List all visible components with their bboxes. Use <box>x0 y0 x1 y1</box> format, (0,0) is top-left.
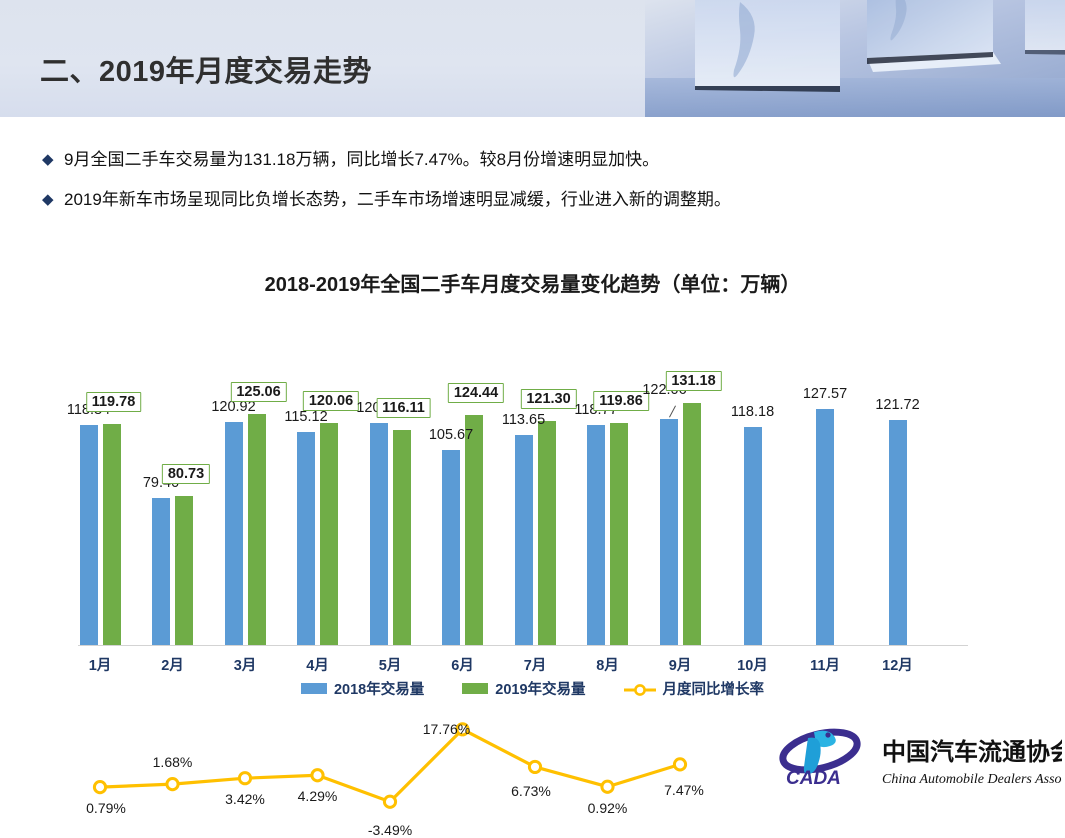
bar-label-2018-10月: 118.18 <box>730 403 775 420</box>
svg-text:CADA: CADA <box>786 768 841 789</box>
growth-point-6月 <box>455 722 470 737</box>
x-tick-5月: 5月 <box>378 658 402 674</box>
x-tick-2月: 2月 <box>161 658 184 674</box>
bar-label-2019-6月: 124.44 <box>447 383 505 403</box>
x-tick-7月: 7月 <box>523 658 547 674</box>
bar-label-2018-7月: 113.65 <box>501 411 546 428</box>
x-tick-6月: 6月 <box>451 658 474 674</box>
bar-label-2019-8月: 119.86 <box>593 391 649 412</box>
x-tick-8月: 8月 <box>596 658 619 674</box>
chart-legend: 2018年交易量 2019年交易量 月度同比增长率 <box>0 678 1065 699</box>
bar-2019-5月 <box>392 430 411 645</box>
growth-label-4月: 4.29% <box>297 788 338 805</box>
bar-label-2018-4月: 115.12 <box>284 409 328 426</box>
x-tick-1月: 1月 <box>88 658 112 674</box>
legend-label: 2019年交易量 <box>495 682 586 698</box>
bar-2018-9月 <box>659 419 678 645</box>
growth-point-8月 <box>600 779 615 794</box>
bar-2018-10月 <box>743 426 762 645</box>
growth-point-7月 <box>527 759 543 775</box>
growth-label-7月: 6.73% <box>511 782 551 799</box>
chart-title: 2018-2019年全国二手车月度交易量变化趋势（单位：万辆） <box>264 274 801 296</box>
bar-label-2019-5月: 116.11 <box>376 398 431 419</box>
x-axis-labels: 1月 2月 3月 4月 5月 6月 7月 8月 9月 10月 11月 12月 <box>0 650 1065 676</box>
growth-label-8月: 0.92% <box>587 799 628 816</box>
bar-2018-5月 <box>369 422 388 645</box>
x-tick-12月: 12月 <box>882 658 913 674</box>
bar-2018-7月 <box>514 434 533 645</box>
bar-label-2019-4月: 120.06 <box>302 391 360 412</box>
x-tick-10月: 10月 <box>737 658 768 674</box>
legend-item-2[interactable]: 月度同比增长率 <box>623 678 765 699</box>
bar-2018-3月 <box>224 421 243 645</box>
legend-item-0[interactable]: 2018年交易量 <box>300 678 425 699</box>
bar-swatch-blue-icon <box>300 683 327 694</box>
legend-item-1[interactable]: 2019年交易量 <box>462 678 586 699</box>
svg-text:China Automobile Dealers Assoc: China Automobile Dealers Association <box>882 772 1062 787</box>
bar-2019-3月 <box>247 413 266 645</box>
bar-label-2019-3月: 125.06 <box>230 381 287 402</box>
bullet-list: ◆ 9月全国二手车交易量为131.18万辆，同比增长7.47%。较8月份增速明显… <box>42 148 942 228</box>
cada-logo: CADA 中国汽车流通协会 China Automobile Dealers A… <box>778 726 1065 792</box>
growth-label-1月: 0.79% <box>86 800 126 817</box>
bar-2018-8月 <box>587 425 605 645</box>
bar-2019-6月 <box>465 415 483 645</box>
growth-point-9月 <box>672 757 688 772</box>
growth-line-series <box>92 722 688 809</box>
bar-2019-4月 <box>320 423 338 645</box>
growth-label-9月: 7.47% <box>664 782 704 799</box>
bar-label-2018-6月: 105.67 <box>428 426 474 443</box>
plot-area: 118.84119.7879.4080.73120.92125.06115.12… <box>0 300 1065 838</box>
bar-2019-1月 <box>102 423 121 645</box>
x-axis-line <box>78 645 968 646</box>
x-tick-4月: 4月 <box>306 658 329 674</box>
bullet-text: 9月全国二手车交易量为131.18万辆，同比增长7.47%。较8月份增速明显加快… <box>64 150 660 169</box>
chart: 118.84119.7879.4080.73120.92125.06115.12… <box>0 300 1065 838</box>
list-item: ◆ 2019年新车市场呈现同比负增长态势，二手车市场增速明显减缓，行业进入新的调… <box>42 188 942 212</box>
bar-2018-6月 <box>442 449 460 645</box>
growth-point-1月 <box>92 780 108 795</box>
diamond-bullet-icon: ◆ <box>42 191 54 208</box>
bar-2018-4月 <box>297 432 315 645</box>
diamond-bullet-icon: ◆ <box>42 151 54 168</box>
bar-2019-7月 <box>537 420 556 645</box>
growth-point-2月 <box>165 777 180 792</box>
svg-text:中国汽车流通协会: 中国汽车流通协会 <box>882 738 1062 766</box>
bar-label-2019-7月: 121.30 <box>520 388 577 409</box>
growth-point-4月 <box>310 768 325 783</box>
x-tick-11月: 11月 <box>810 658 840 674</box>
x-tick-9月: 9月 <box>668 658 692 674</box>
bar-2018-1月 <box>79 425 98 645</box>
growth-label-2月: 1.68% <box>152 754 193 771</box>
bar-label-2019-1月: 119.78 <box>85 391 142 412</box>
bar-label-2019-2月: 80.73 <box>161 463 211 484</box>
bar-label-2019-9月: 131.18 <box>665 370 722 391</box>
x-tick-3月: 3月 <box>233 658 257 674</box>
bars-layer <box>0 300 1065 645</box>
bar-label-2018-11月: 127.57 <box>802 386 848 403</box>
blue-cubes-graphic <box>645 0 1065 117</box>
legend-label: 月度同比增长率 <box>662 682 765 698</box>
list-item: ◆ 9月全国二手车交易量为131.18万辆，同比增长7.47%。较8月份增速明显… <box>42 148 942 172</box>
growth-label-5月: -3.49% <box>367 821 413 838</box>
bar-2019-8月 <box>610 423 628 645</box>
growth-point-3月 <box>237 771 253 786</box>
line-marker-orange-icon <box>623 683 656 696</box>
bar-swatch-green-icon <box>462 683 489 694</box>
bar-2018-11月 <box>816 409 834 645</box>
bar-2018-12月 <box>888 420 907 645</box>
bullet-text: 2019年新车市场呈现同比负增长态势，二手车市场增速明显减缓，行业进入新的调整期… <box>64 190 731 209</box>
growth-point-5月 <box>382 794 398 809</box>
bar-label-2018-12月: 121.72 <box>875 397 920 414</box>
bar-2018-2月 <box>152 498 170 645</box>
legend-label: 2018年交易量 <box>333 682 425 698</box>
bar-2019-9月 <box>682 402 701 645</box>
slide-header: 二、2019年月度交易走势 <box>0 0 1065 117</box>
bar-label-2018-3月: 120.92 <box>211 398 256 415</box>
page-title: 二、2019年月度交易走势 <box>40 56 373 88</box>
growth-label-3月: 3.42% <box>225 791 265 808</box>
growth-label-6月: 17.76% <box>422 721 471 738</box>
bar-2019-2月 <box>175 495 193 645</box>
